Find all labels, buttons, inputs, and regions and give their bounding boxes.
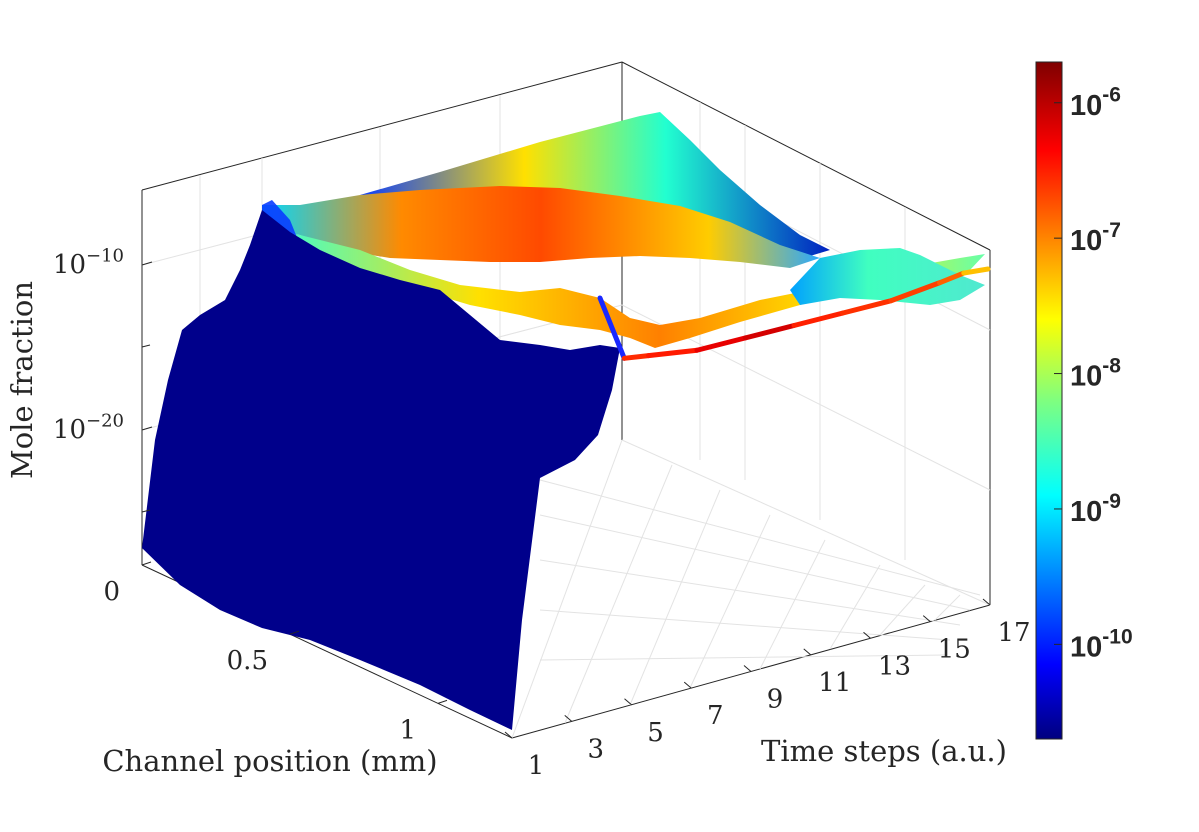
x-tick-mark [437,699,448,704]
y-tick-label: 3 [587,734,604,764]
x-tick-mark [141,561,152,566]
line-series-segment [937,270,967,286]
line-series-segment [791,310,845,328]
y-tick-label: 9 [767,685,784,715]
z-tick-mark [141,344,151,348]
surface-mid-ribbon [262,186,820,268]
x-tick-label: 0 [103,577,120,607]
line-series-segment [694,335,748,353]
y-tick-mark [504,731,513,739]
z-axis-label: Mole fraction [5,281,39,479]
x-axis-label: Channel position (mm) [102,744,437,778]
y-tick-mark [982,598,991,606]
z-tick-mark [141,426,153,431]
y-tick-label: 7 [707,701,724,731]
line-series-segment [888,280,942,304]
colorbar-tick-label: 10-9 [1070,490,1121,528]
line-series-segment [961,266,991,276]
z-tick-mark [141,261,153,266]
y-tick-mark [863,631,871,639]
y-tick-label: 15 [938,635,971,665]
y-tick-label: 11 [818,668,851,698]
colorbar-tick-label: 10-7 [1070,219,1121,257]
z-tick-mark [141,509,151,513]
line-series-segment [840,298,894,316]
x-tick-mark [289,630,300,635]
line-series-segment [621,353,651,361]
y-tick-label: 1 [528,751,545,781]
line-series-segment [646,347,700,359]
x-axis-ticks: 00.51 [103,561,448,745]
x-tick-label: 0.5 [227,646,268,676]
surface-low-ribbon [790,248,985,305]
surface-plot [142,112,985,730]
surface-blue-wall [142,210,620,730]
y-tick-mark [803,648,812,656]
colorbar-ticks: 10-6 10-7 10-8 10-9 10-10 [1054,84,1133,663]
y-tick-label: 13 [878,651,911,681]
colorbar-gradient [1035,61,1063,740]
line-series-segment [597,295,627,361]
y-tick-label: 5 [647,718,664,748]
z-tick-label: 10−20 [53,410,124,445]
x-tick-label: 1 [399,715,416,745]
colorbar-tick-label: 10-8 [1070,355,1121,393]
y-axis-label: Time steps (a.u.) [761,734,1007,768]
y-tick-label: 17 [997,618,1030,648]
colorbar: 10-6 10-7 10-8 10-9 10-10 [1035,61,1133,740]
z-tick-label: 10−10 [53,245,124,280]
y-tick-mark [624,698,632,706]
colorbar-tick-label: 10-10 [1070,625,1133,663]
line-series [597,266,991,361]
colorbar-tick-label: 10-6 [1070,84,1121,122]
y-tick-mark [922,615,931,623]
y-tick-mark [743,665,752,672]
y-tick-mark [564,714,573,722]
y-tick-mark [683,681,692,689]
z-axis-ticks: 10−10 10−20 [53,245,153,513]
line-series-segment [743,323,797,341]
